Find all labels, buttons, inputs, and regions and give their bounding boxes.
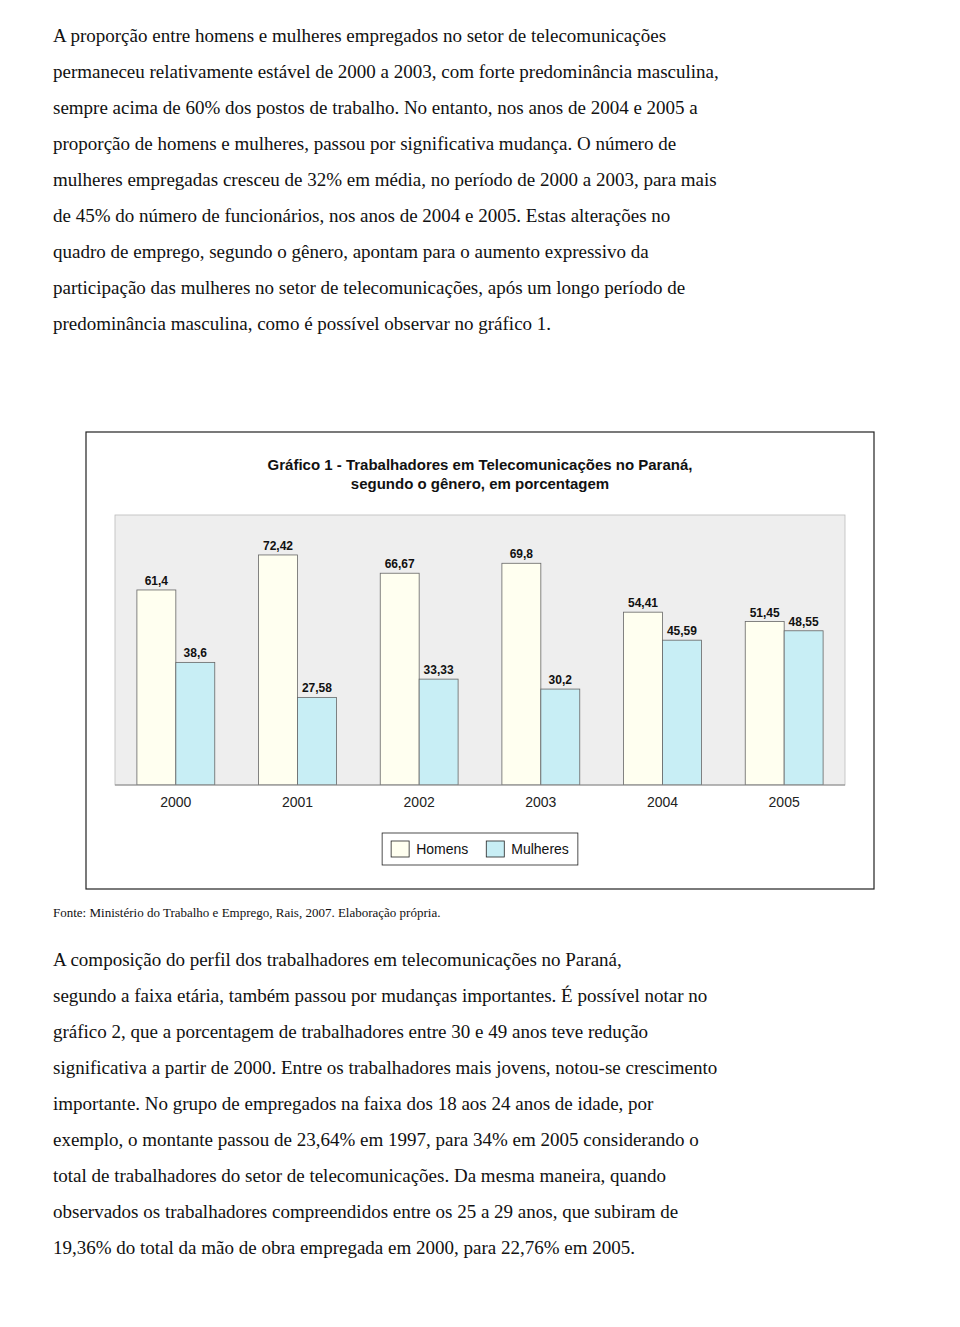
bar (624, 612, 663, 785)
paragraph-line: A proporção entre homens e mulheres empr… (53, 25, 666, 46)
x-tick-label: 2005 (769, 794, 800, 810)
chart-box (86, 432, 874, 889)
paragraph-line: total de trabalhadores do setor de telec… (53, 1165, 666, 1186)
bar (259, 555, 298, 785)
paragraph-line: mulheres empregadas cresceu de 32% em mé… (53, 169, 717, 190)
paragraph-line: predominância masculina, como é possível… (53, 313, 551, 334)
data-label: 66,67 (385, 557, 415, 571)
x-tick-label: 2001 (282, 794, 313, 810)
bars (137, 555, 823, 785)
data-label: 45,59 (667, 624, 697, 638)
paragraph-line: significativa a partir de 2000. Entre os… (53, 1057, 717, 1078)
paragraph-line: A composição do perfil dos trabalhadores… (53, 949, 622, 970)
legend-label: Homens (416, 841, 468, 857)
paragraph-line: quadro de emprego, segundo o gênero, apo… (53, 241, 649, 262)
x-tick-label: 2003 (525, 794, 556, 810)
paragraph-line: 19,36% do total da mão de obra empregada… (53, 1237, 635, 1258)
source: Fonte: Ministério do Trabalho e Emprego,… (53, 905, 440, 920)
bar (419, 679, 458, 785)
data-label: 38,6 (184, 646, 208, 660)
data-label: 33,33 (424, 663, 454, 677)
plot-area (115, 515, 845, 785)
paragraph-after: A composição do perfil dos trabalhadores… (53, 949, 717, 1258)
x-tick-labels: 2000 2001 2002 2003 2004 2005 (160, 794, 800, 810)
x-tick-label: 2000 (160, 794, 191, 810)
paragraph-line: exemplo, o montante passou de 23,64% em … (53, 1129, 699, 1150)
paragraph-line: observados os trabalhadores compreendido… (53, 1201, 678, 1222)
x-tick-label: 2002 (404, 794, 435, 810)
paragraph-line: gráfico 2, que a porcentagem de trabalha… (53, 1021, 648, 1042)
x-axis (115, 785, 845, 786)
paragraph-line: sempre acima de 60% dos postos de trabal… (53, 97, 698, 118)
bar (380, 573, 419, 785)
paragraph-line: proporção de homens e mulheres, passou p… (53, 133, 676, 154)
bar (137, 590, 176, 785)
data-label: 61,4 (145, 574, 169, 588)
data-label: 54,41 (628, 596, 658, 610)
legend-frame (382, 833, 578, 865)
data-label: 30,2 (549, 673, 573, 687)
chart-title-line: Gráfico 1 - Trabalhadores em Telecomunic… (268, 456, 693, 473)
bar (502, 563, 541, 785)
bar (541, 689, 580, 785)
chart-title-line: segundo o gênero, em porcentagem (351, 475, 609, 492)
legend-label: Mulheres (511, 841, 569, 857)
legend: Homens Mulheres (382, 833, 578, 865)
bar (784, 631, 823, 785)
paragraph-before: A proporção entre homens e mulheres empr… (53, 25, 719, 334)
bar (745, 622, 784, 785)
data-label: 69,8 (510, 547, 534, 561)
bar (176, 662, 215, 785)
legend-swatch (486, 841, 504, 857)
x-tick-label: 2004 (647, 794, 678, 810)
paragraph-line: permaneceu relativamente estável de 2000… (53, 61, 719, 82)
data-label: 51,45 (750, 606, 780, 620)
data-label: 27,58 (302, 681, 332, 695)
paragraph-line: participação das mulheres no setor de te… (53, 277, 685, 298)
legend-swatch (391, 841, 409, 857)
paragraph-line: segundo a faixa etária, também passou po… (53, 985, 707, 1006)
chart-title: Gráfico 1 - Trabalhadores em Telecomunic… (268, 456, 693, 492)
data-labels: 61,4 72,42 66,67 69,8 54,41 51,45 38,6 27,58 33,… (145, 539, 819, 695)
data-label: 48,55 (789, 615, 819, 629)
bar (298, 697, 337, 785)
data-label: 72,42 (263, 539, 293, 553)
bar (663, 640, 702, 785)
page: A proporção entre homens e mulheres empr… (0, 0, 960, 1327)
paragraph-line: importante. No grupo de empregados na fa… (53, 1093, 654, 1114)
paragraph-line: de 45% do número de funcionários, nos an… (53, 205, 670, 226)
